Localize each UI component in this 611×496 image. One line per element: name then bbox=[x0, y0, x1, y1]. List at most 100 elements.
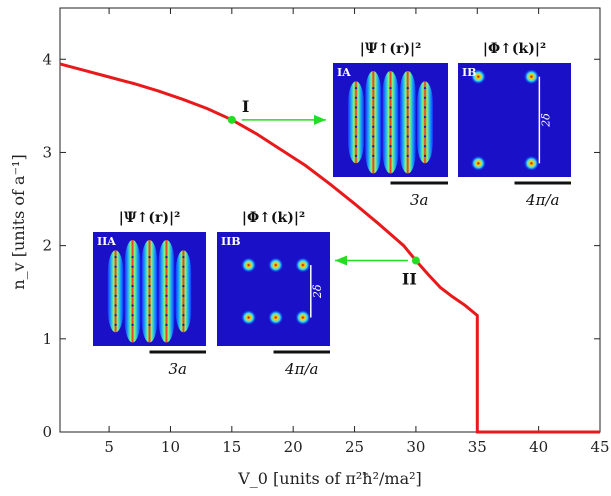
lattice-dot bbox=[165, 265, 168, 268]
momentum-peak bbox=[240, 257, 257, 274]
lattice-dot bbox=[131, 304, 134, 307]
axis-tick-labels: 5 10 15 20 25 30 35 40 45 0 1 2 3 4 bbox=[42, 50, 609, 456]
lattice-dot bbox=[148, 294, 151, 297]
lattice-dot bbox=[165, 314, 168, 317]
lattice-dot bbox=[114, 285, 117, 288]
momentum-peak bbox=[470, 68, 487, 85]
lattice-dot bbox=[354, 86, 358, 90]
lattice-dot bbox=[148, 304, 151, 307]
lattice-dot bbox=[406, 96, 409, 99]
y-tick-label: 1 bbox=[42, 330, 52, 348]
lattice-dot bbox=[423, 116, 427, 119]
x-tick-label: 25 bbox=[345, 438, 364, 456]
lattice-dot bbox=[389, 145, 392, 148]
y-tick-label: 3 bbox=[42, 143, 52, 161]
momentum-peak bbox=[267, 309, 284, 326]
lattice-dot bbox=[114, 255, 117, 259]
inset-title: |Φ↑(k)|² bbox=[483, 41, 546, 57]
lattice-dot bbox=[182, 285, 185, 288]
lattice-dot bbox=[182, 255, 185, 259]
lattice-dot bbox=[372, 116, 375, 119]
density-stripe bbox=[158, 239, 175, 343]
lattice-dot bbox=[389, 96, 392, 99]
lattice-dot bbox=[182, 275, 185, 278]
x-tick-label: 35 bbox=[468, 438, 487, 456]
density-stripe bbox=[382, 70, 399, 174]
lattice-dot bbox=[423, 125, 427, 128]
lattice-dot bbox=[423, 135, 427, 138]
lattice-dot bbox=[148, 323, 151, 327]
x-tick-label: 30 bbox=[406, 438, 425, 456]
lattice-dot bbox=[423, 145, 427, 148]
lattice-dot bbox=[131, 294, 134, 297]
lattice-dot bbox=[406, 116, 409, 119]
density-stripe bbox=[348, 81, 364, 164]
lattice-dot bbox=[114, 323, 117, 327]
density-stripe bbox=[141, 239, 158, 343]
density-stripe bbox=[399, 70, 416, 174]
lattice-dot bbox=[372, 135, 375, 138]
density-stripe bbox=[124, 239, 141, 343]
lattice-dot bbox=[131, 323, 134, 327]
lattice-dot bbox=[406, 125, 409, 128]
density-stripe bbox=[107, 250, 124, 333]
lattice-dot bbox=[423, 154, 427, 158]
lattice-dot bbox=[114, 314, 117, 317]
lattice-dot bbox=[372, 154, 375, 158]
inset-title: |Ψ↑(r)|² bbox=[119, 210, 180, 226]
lattice-dot bbox=[354, 116, 358, 119]
lattice-dot bbox=[182, 304, 185, 307]
momentum-peak bbox=[294, 257, 311, 274]
lattice-dot bbox=[165, 304, 168, 307]
lattice-dot bbox=[354, 154, 358, 158]
lattice-dot bbox=[354, 106, 358, 109]
lattice-dot bbox=[182, 265, 185, 268]
y-tick-label: 0 bbox=[42, 423, 52, 441]
x-axis-title: V_0 [units of π²ħ²/ma²] bbox=[237, 469, 422, 488]
lattice-dot bbox=[423, 106, 427, 109]
lattice-dot bbox=[131, 275, 134, 278]
inset-ia: |Ψ↑(r)|² IA 3a bbox=[333, 41, 448, 209]
lattice-dot bbox=[182, 314, 185, 317]
lattice-dot bbox=[372, 125, 375, 128]
delta-label: 2δ bbox=[539, 113, 552, 128]
plot-frame bbox=[59, 7, 601, 433]
lattice-dot bbox=[148, 255, 151, 259]
delta-label: 2δ bbox=[311, 284, 324, 299]
x-tick-label: 20 bbox=[284, 438, 303, 456]
lattice-dot bbox=[423, 86, 427, 90]
lattice-dot bbox=[389, 135, 392, 138]
lattice-dot bbox=[354, 96, 358, 99]
x-tick-label: 5 bbox=[104, 438, 114, 456]
inset-id: IIA bbox=[97, 235, 116, 248]
highlight-point bbox=[411, 256, 420, 265]
lattice-dot bbox=[165, 294, 168, 297]
lattice-dot bbox=[148, 285, 151, 288]
inset-id: IIB bbox=[221, 235, 241, 248]
insets: |Ψ↑(r)|²IA3a|Φ↑(k)|²2δIB4π/a|Ψ↑(r)|²IIA3… bbox=[93, 41, 571, 378]
lattice-dot bbox=[406, 106, 409, 109]
lattice-dot bbox=[131, 285, 134, 288]
lattice-dot bbox=[354, 145, 358, 148]
lattice-dot bbox=[423, 96, 427, 99]
density-stripe bbox=[175, 250, 192, 333]
scale-label: 4π/a bbox=[284, 360, 318, 378]
lattice-dot bbox=[148, 314, 151, 317]
lattice-dot bbox=[148, 265, 151, 268]
lattice-dot bbox=[182, 323, 185, 327]
lattice-dot bbox=[389, 116, 392, 119]
lattice-dot bbox=[165, 285, 168, 288]
lattice-dot bbox=[389, 106, 392, 109]
y-tick-label: 2 bbox=[42, 237, 52, 255]
x-tick-label: 15 bbox=[222, 438, 241, 456]
scale-label: 3a bbox=[169, 360, 188, 378]
lattice-dot bbox=[406, 86, 409, 90]
arrow-head bbox=[335, 255, 347, 266]
lattice-dot bbox=[354, 125, 358, 128]
momentum-peak bbox=[294, 309, 311, 326]
x-tick-label: 10 bbox=[161, 438, 180, 456]
arrows bbox=[241, 114, 408, 266]
lattice-dot bbox=[131, 265, 134, 268]
density-stripe bbox=[417, 81, 433, 164]
momentum-peak bbox=[523, 68, 540, 85]
